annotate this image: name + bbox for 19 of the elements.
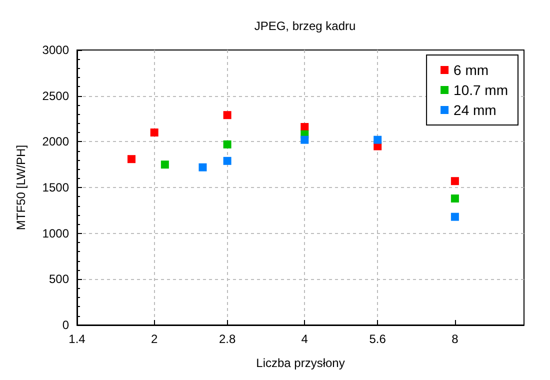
legend-label: 6 mm [454, 62, 489, 78]
y-tick-label: 500 [48, 272, 70, 286]
y-tick-label: 2500 [42, 88, 70, 103]
x-tick-label: 5.6 [369, 332, 386, 346]
x-tick-label: 2.8 [218, 332, 236, 346]
y-tick-label: 0 [62, 318, 70, 332]
x-tick-label: 1.4 [68, 332, 86, 346]
y-tick-label: 1000 [42, 226, 70, 240]
x-axis-title: Liczba przysłony [256, 356, 345, 370]
y-tick-label: 3000 [42, 43, 70, 57]
legend-label: 10.7 mm [454, 82, 508, 98]
y-tick-label: 2000 [42, 134, 70, 149]
legend-label: 24 mm [454, 102, 496, 118]
x-tick-label: 2 [151, 332, 158, 346]
y-tick-label: 1500 [42, 180, 70, 194]
y-axis-title: MTF50 [LW/PH] [14, 144, 28, 230]
x-tick-label: 4 [301, 332, 308, 346]
x-tick-label: 8 [452, 332, 459, 346]
chart-title: JPEG, brzeg kadru [254, 19, 356, 33]
